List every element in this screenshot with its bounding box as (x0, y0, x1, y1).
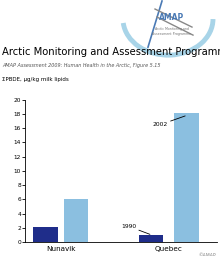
Text: AMAP: AMAP (159, 13, 185, 22)
Text: ΣPBDE, µg/kg milk lipids: ΣPBDE, µg/kg milk lipids (2, 77, 69, 82)
Bar (33, 227, 58, 242)
Bar (174, 113, 199, 242)
Text: ©AMAP: ©AMAP (198, 253, 216, 256)
Text: AMAP Assessment 2009: Human Health in the Arctic, Figure 5.15: AMAP Assessment 2009: Human Health in th… (2, 63, 161, 68)
Text: Arctic Monitoring and Assessment Programme: Arctic Monitoring and Assessment Program… (2, 47, 220, 57)
Bar (64, 199, 88, 242)
Text: 2002: 2002 (153, 116, 185, 127)
Text: 1990: 1990 (121, 224, 150, 234)
Bar (139, 235, 163, 242)
Text: Arctic Monitoring and
Assessment Programme: Arctic Monitoring and Assessment Program… (152, 27, 192, 36)
